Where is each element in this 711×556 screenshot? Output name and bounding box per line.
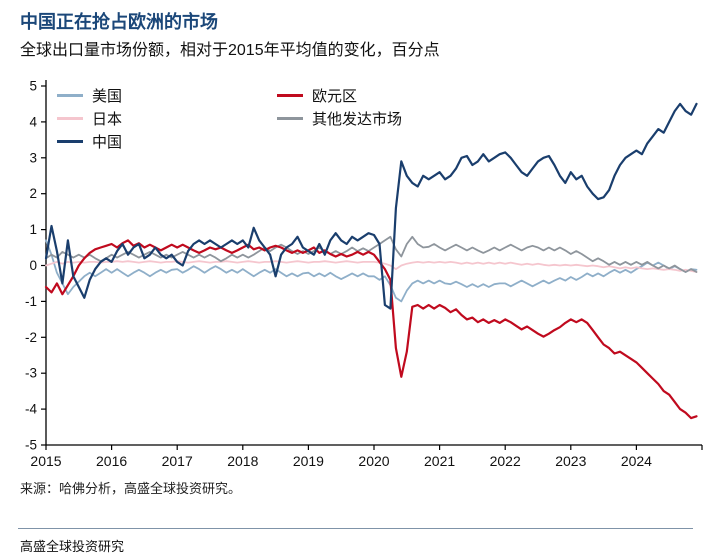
svg-text:1: 1 <box>29 222 37 237</box>
svg-text:2019: 2019 <box>293 453 324 469</box>
svg-text:3: 3 <box>29 150 37 165</box>
svg-text:2018: 2018 <box>227 453 258 469</box>
svg-text:2016: 2016 <box>96 453 127 469</box>
legend-item-eurozone: 欧元区 <box>277 84 402 107</box>
svg-text:2017: 2017 <box>162 453 193 469</box>
svg-text:-4: -4 <box>25 402 37 417</box>
svg-text:2024: 2024 <box>621 453 652 469</box>
svg-text:0: 0 <box>29 258 37 273</box>
legend-swatch-china <box>57 140 83 143</box>
legend-swatch-eurozone <box>277 94 303 97</box>
svg-text:2: 2 <box>29 186 37 201</box>
svg-text:-5: -5 <box>25 438 37 453</box>
legend-swatch-us <box>57 94 83 97</box>
svg-text:2023: 2023 <box>555 453 586 469</box>
svg-text:2022: 2022 <box>490 453 521 469</box>
legend-item-china: 中国 <box>57 130 277 153</box>
svg-text:4: 4 <box>29 114 37 129</box>
chart-subtitle: 全球出口量市场份额，相对于2015年平均值的变化，百分点 <box>20 42 440 59</box>
legend-item-other-dm: 其他发达市场 <box>277 107 402 130</box>
chart-legend: 美国 日本 中国 欧元区 其他发达市场 <box>57 84 402 153</box>
line-chart: -5 -4 -3 -2 -1 0 1 2 3 4 5 2015 2016 2017 2018 2019 2020… <box>25 79 703 469</box>
legend-swatch-other-dm <box>277 117 303 120</box>
svg-text:2020: 2020 <box>358 453 389 469</box>
legend-label-other-dm: 其他发达市场 <box>312 111 403 128</box>
chart-title: 中国正在抢占欧洲的市场 <box>20 12 218 32</box>
legend-item-japan: 日本 <box>57 107 277 130</box>
svg-text:5: 5 <box>29 79 37 94</box>
legend-swatch-japan <box>57 117 83 120</box>
svg-text:-1: -1 <box>25 294 37 309</box>
legend-label-us: 美国 <box>92 88 123 105</box>
svg-text:-3: -3 <box>25 366 37 381</box>
legend-label-china: 中国 <box>92 134 123 151</box>
footer-divider <box>18 528 693 529</box>
svg-text:2015: 2015 <box>30 453 61 469</box>
svg-text:-2: -2 <box>25 330 37 345</box>
legend-label-eurozone: 欧元区 <box>312 88 358 105</box>
footer-brand: 高盛全球投资研究 <box>20 539 125 554</box>
source-note: 来源：哈佛分析，高盛全球投资研究。 <box>20 481 242 496</box>
legend-item-us: 美国 <box>57 84 277 107</box>
svg-text:2021: 2021 <box>424 453 455 469</box>
legend-label-japan: 日本 <box>92 111 123 128</box>
chart-area: -5 -4 -3 -2 -1 0 1 2 3 4 5 2015 2016 2017 2018 2019 2020… <box>0 62 711 474</box>
